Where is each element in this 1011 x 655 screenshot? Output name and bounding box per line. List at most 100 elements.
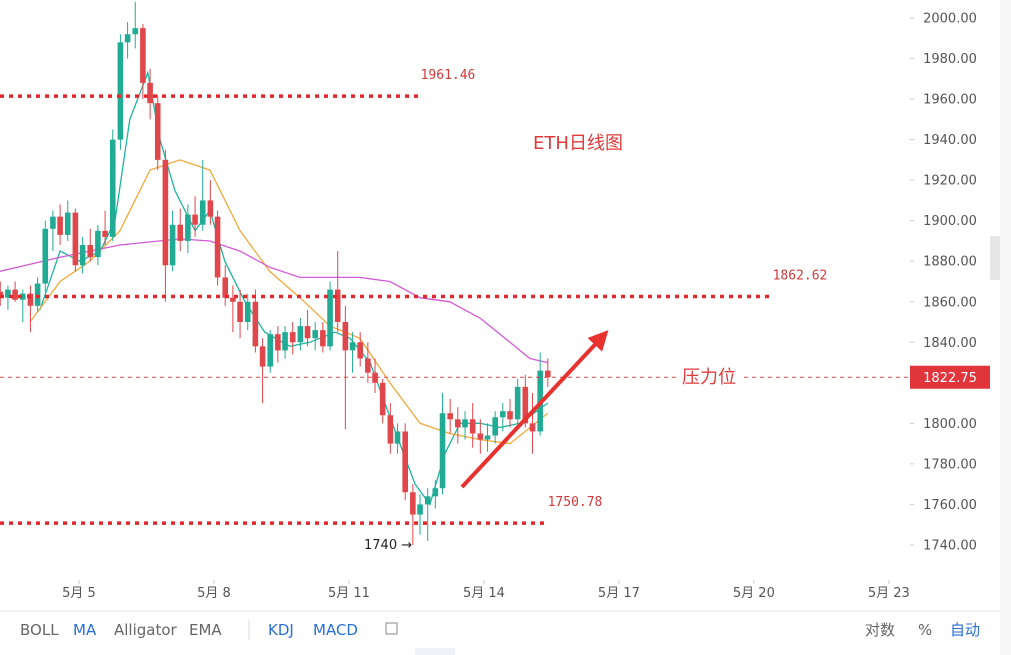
candle-body: [19, 293, 26, 300]
plot-area: [0, 1, 910, 545]
y-tick-label: 1980.00: [923, 52, 977, 67]
candle-body: [124, 34, 131, 43]
candle-body: [394, 431, 401, 444]
annotation: 1740 →: [364, 538, 412, 553]
candle-body: [289, 332, 296, 343]
candle-body: [417, 504, 423, 515]
toolbar-item[interactable]: KDJ: [268, 621, 294, 639]
grid-layer: [78, 17, 914, 584]
candle-body: [514, 386, 521, 420]
scroll-handle[interactable]: [990, 236, 1000, 280]
candle-body: [424, 496, 431, 505]
y-tick-label: 1740.00: [923, 538, 977, 553]
candle-body: [365, 358, 371, 373]
candle-body: [432, 488, 439, 497]
candle-body: [72, 212, 79, 266]
candle-body: [95, 230, 101, 258]
candle-body: [267, 334, 274, 367]
candle-body: [522, 386, 529, 424]
toolbar-item[interactable]: %: [918, 621, 932, 639]
x-tick-label: 5月 5: [62, 586, 96, 601]
side-strip: [1000, 0, 1011, 655]
y-tick-label: 1860.00: [923, 295, 977, 310]
candle-body: [0, 291, 4, 298]
candle-body: [304, 326, 311, 339]
toolbar-item[interactable]: MACD: [313, 621, 358, 639]
y-tick-label: 1900.00: [923, 214, 977, 229]
y-tick-label: 1780.00: [923, 457, 977, 472]
x-tick-label: 5月 17: [598, 586, 640, 601]
candle-body: [477, 433, 484, 440]
candle-body: [42, 228, 49, 284]
chart-title: ETH日线图: [533, 133, 623, 154]
tab: [415, 648, 455, 655]
candle-body: [207, 200, 214, 217]
last-price-box: [910, 365, 990, 389]
x-tick-label: 5月 14: [463, 586, 505, 601]
toolbar-item[interactable]: BOLL: [20, 621, 59, 639]
candle-body: [50, 216, 56, 229]
candle-body: [132, 28, 139, 35]
candle-body: [484, 435, 491, 440]
candle-body: [500, 411, 506, 418]
y-tick-label: 2000.00: [923, 12, 977, 27]
y-tick-label: 1880.00: [923, 255, 977, 270]
y-tick-label: 1920.00: [923, 174, 977, 189]
candle-body: [507, 411, 513, 420]
x-tick-label: 5月 11: [328, 586, 370, 601]
last-price-label: 1822.75: [923, 371, 977, 386]
candle-body: [34, 283, 41, 306]
candle-body: [64, 212, 71, 235]
edit-icon[interactable]: [385, 622, 398, 635]
candle-body: [312, 330, 319, 339]
candle-body: [12, 289, 18, 300]
trend-arrow: [460, 330, 609, 489]
candle-body: [230, 297, 236, 302]
candle-body: [282, 332, 288, 351]
x-tick-label: 5月 8: [197, 586, 231, 601]
x-tick-label: 5月 23: [868, 586, 910, 601]
candle-body: [214, 216, 221, 278]
candle-body: [259, 346, 266, 367]
candle-body: [402, 431, 408, 493]
annotation: 压力位: [682, 367, 736, 388]
candle-body: [237, 301, 243, 323]
toolbar-item[interactable]: EMA: [189, 621, 222, 639]
candle-body: [320, 330, 326, 347]
candle-body: [357, 342, 364, 359]
candle-body: [372, 372, 378, 383]
candle-body: [57, 216, 63, 235]
candle-body: [342, 322, 349, 351]
candle-body: [87, 245, 94, 258]
candle-body: [349, 342, 356, 351]
candle-body: [327, 289, 333, 347]
toolbar-item[interactable]: MA: [73, 621, 97, 639]
x-tick-label: 5月 20: [733, 586, 775, 601]
moving-average: [0, 238, 548, 364]
candle-body: [334, 289, 341, 323]
candle-body: [169, 224, 176, 266]
candle-body: [199, 200, 206, 225]
candle-body: [529, 423, 536, 432]
candle-body: [117, 42, 124, 140]
toolbar-item[interactable]: Alligator: [114, 621, 178, 639]
y-tick-label: 1940.00: [923, 133, 977, 148]
candle-body: [410, 492, 416, 515]
toolbar-item[interactable]: 自动: [950, 621, 980, 639]
level-label: 1862.62: [773, 268, 828, 283]
candle-body: [252, 301, 259, 347]
candle-body: [185, 214, 191, 241]
candle-body: [5, 289, 11, 298]
y-tick-label: 1800.00: [923, 417, 977, 432]
candle-body: [79, 245, 86, 266]
candle-body: [447, 413, 453, 420]
candle-body: [102, 230, 108, 237]
toolbar-item[interactable]: 对数: [865, 621, 895, 639]
level-label: 1961.46: [421, 68, 476, 83]
candle-body: [469, 419, 476, 434]
candle-body: [154, 103, 161, 160]
candle-body: [462, 419, 468, 428]
candle-body: [162, 159, 169, 266]
